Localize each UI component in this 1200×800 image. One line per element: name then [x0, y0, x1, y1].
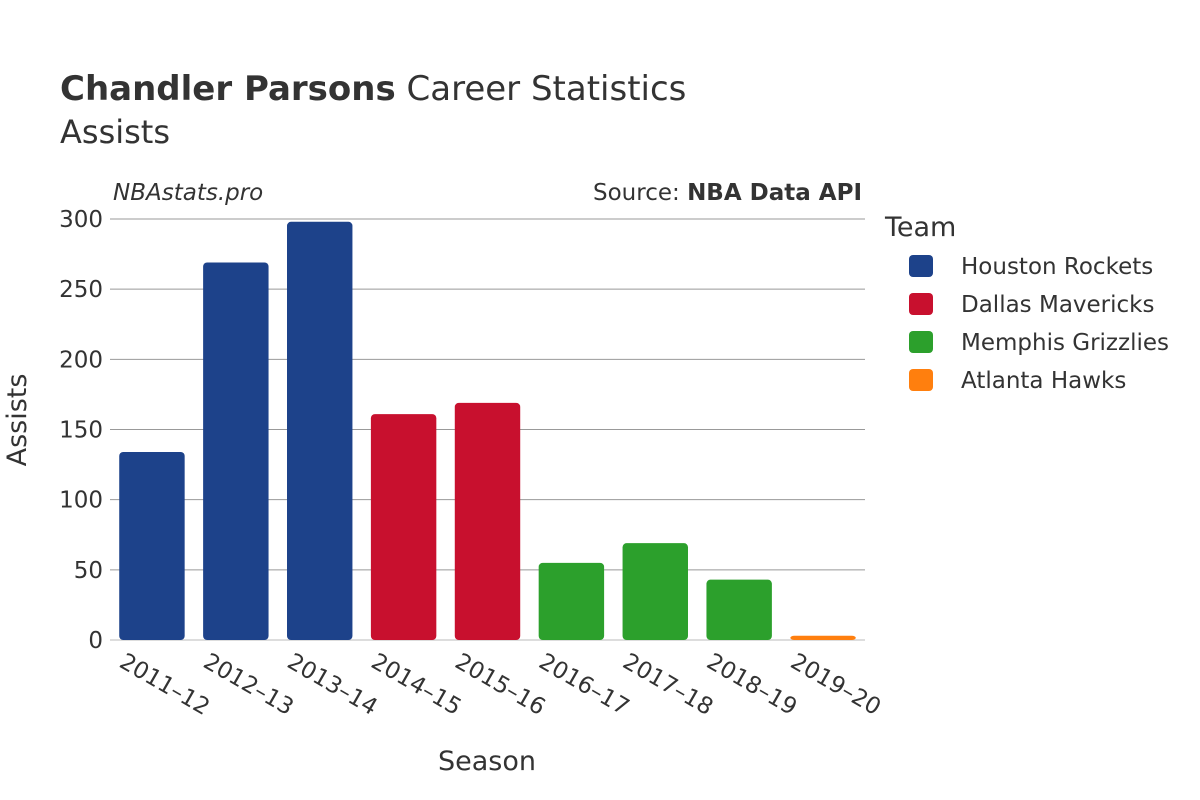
x-tick-label: 2017–18: [618, 649, 717, 721]
y-tick-label: 150: [59, 418, 103, 444]
bar: [287, 221, 353, 640]
title-rest: Career Statistics: [407, 69, 687, 109]
x-tick-label: 2012–13: [199, 649, 298, 721]
legend-label: Houston Rockets: [961, 254, 1153, 280]
bar: [370, 414, 437, 640]
x-axis-title: Season: [438, 746, 536, 777]
y-tick-label: 0: [88, 628, 103, 654]
x-tick-label: 2018–19: [702, 649, 801, 721]
y-tick-label: 100: [59, 488, 103, 514]
y-tick-label: 250: [59, 277, 103, 303]
watermark: NBAstats.pro: [113, 180, 263, 206]
source-credit: Source: NBA Data API: [593, 180, 862, 206]
chart-title: Chandler Parsons Career Statistics: [60, 69, 686, 109]
y-tick-label: 200: [59, 347, 103, 373]
bar: [706, 579, 772, 640]
y-axis-title: Assists: [2, 374, 33, 467]
legend-swatch: [909, 369, 933, 391]
source-prefix: Source:: [593, 180, 687, 206]
legend-label: Dallas Mavericks: [961, 292, 1154, 318]
source-name: NBA Data API: [687, 180, 862, 206]
legend-label: Memphis Grizzlies: [961, 330, 1169, 356]
title-player-name: Chandler Parsons: [60, 69, 396, 109]
bar: [119, 451, 185, 640]
y-tick-labels: 0 50 100 150 200 250 300: [59, 207, 103, 654]
x-tick-label: 2014–15: [367, 649, 466, 721]
legend-swatch: [909, 255, 933, 277]
legend-swatch: [909, 293, 933, 315]
y-tick-label: 300: [59, 207, 103, 233]
chart-subtitle: Assists: [60, 113, 170, 151]
x-tick-label: 2016–17: [534, 649, 633, 721]
bars: [119, 221, 856, 640]
bar: [454, 402, 521, 640]
bar: [622, 543, 688, 640]
bar: [538, 562, 605, 640]
legend-swatch: [909, 331, 933, 353]
x-tick-label: 2013–14: [283, 649, 382, 721]
x-tick-label: 2015–16: [451, 649, 550, 721]
x-tick-label: 2011–12: [115, 649, 214, 721]
legend-label: Atlanta Hawks: [961, 368, 1126, 394]
x-tick-labels: 2011–122012–132013–142014–152015–162016–…: [115, 649, 885, 721]
legend-title: Team: [884, 212, 956, 243]
y-tick-label: 50: [74, 558, 103, 584]
legend: Team Houston Rockets Dallas Mavericks Memp…: [884, 212, 1169, 394]
x-tick-label: 2019–20: [786, 649, 885, 721]
bar: [790, 635, 856, 640]
bar: [203, 262, 269, 640]
